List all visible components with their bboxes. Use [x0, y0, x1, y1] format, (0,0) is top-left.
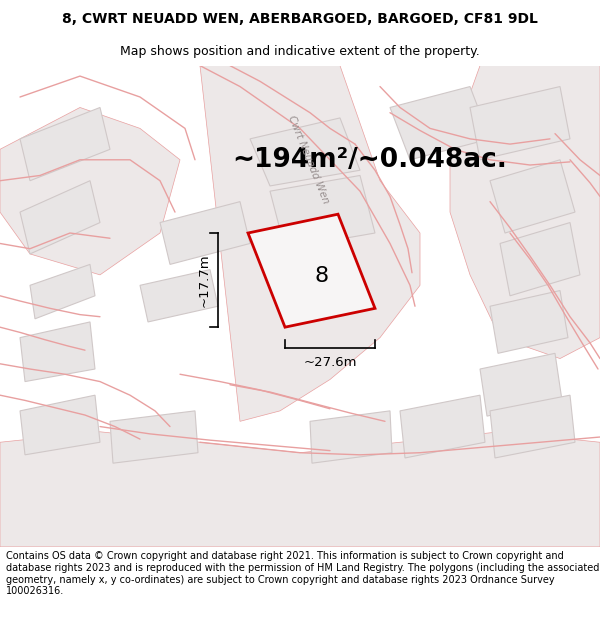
Text: Contains OS data © Crown copyright and database right 2021. This information is : Contains OS data © Crown copyright and d… — [6, 551, 599, 596]
Polygon shape — [140, 269, 218, 322]
Polygon shape — [480, 353, 562, 416]
Polygon shape — [110, 411, 198, 463]
Polygon shape — [200, 66, 420, 421]
Polygon shape — [470, 86, 570, 160]
Polygon shape — [310, 411, 392, 463]
Polygon shape — [0, 107, 180, 275]
Text: Map shows position and indicative extent of the property.: Map shows position and indicative extent… — [120, 46, 480, 58]
Polygon shape — [490, 395, 575, 458]
Polygon shape — [0, 432, 600, 547]
Polygon shape — [390, 86, 490, 160]
Text: Cwrt Neuadd Wen: Cwrt Neuadd Wen — [286, 114, 330, 206]
Polygon shape — [20, 322, 95, 382]
Text: ~27.6m: ~27.6m — [303, 356, 357, 369]
Polygon shape — [250, 118, 360, 186]
Polygon shape — [248, 214, 375, 327]
Polygon shape — [490, 160, 575, 233]
Text: 8: 8 — [314, 266, 329, 286]
Polygon shape — [400, 395, 485, 458]
Polygon shape — [20, 395, 100, 455]
Text: 8, CWRT NEUADD WEN, ABERBARGOED, BARGOED, CF81 9DL: 8, CWRT NEUADD WEN, ABERBARGOED, BARGOED… — [62, 12, 538, 26]
Text: ~17.7m: ~17.7m — [197, 253, 211, 307]
Polygon shape — [270, 176, 375, 249]
Text: ~194m²/~0.048ac.: ~194m²/~0.048ac. — [233, 147, 508, 173]
Polygon shape — [490, 291, 568, 353]
Polygon shape — [160, 202, 250, 264]
Polygon shape — [450, 66, 600, 359]
Polygon shape — [500, 222, 580, 296]
Polygon shape — [30, 264, 95, 319]
Polygon shape — [20, 181, 100, 254]
Polygon shape — [20, 107, 110, 181]
